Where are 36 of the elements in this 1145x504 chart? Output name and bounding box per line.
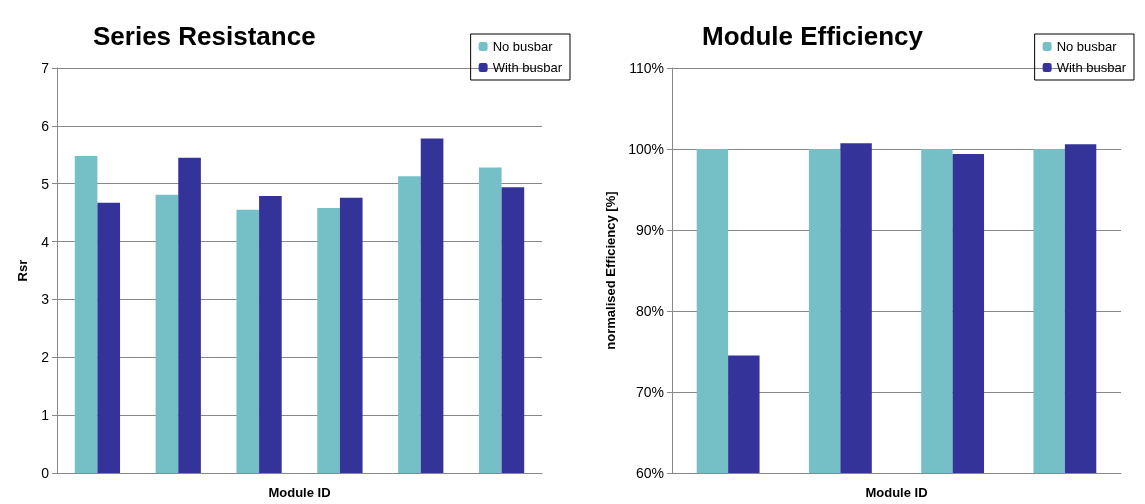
- legend-label: No busbar: [1056, 39, 1118, 54]
- y-tick-label: 2: [41, 349, 50, 366]
- y-tick-label: 90%: [635, 222, 664, 239]
- bar: [155, 194, 179, 474]
- y-axis-title: Rsr: [15, 259, 30, 282]
- bar: [178, 157, 201, 474]
- bar: [478, 167, 502, 474]
- y-tick-label: 80%: [635, 303, 664, 320]
- x-axis-title: Module ID: [865, 485, 928, 500]
- y-tick-label: 0: [41, 465, 50, 482]
- bar: [339, 197, 363, 474]
- y-tick-label: 6: [41, 117, 50, 134]
- bar: [97, 202, 121, 474]
- chart-title: Series Resistance: [93, 21, 316, 51]
- y-tick-label: 110%: [629, 60, 664, 76]
- y-tick-label: 4: [41, 233, 50, 250]
- y-tick-label: 100%: [628, 141, 664, 158]
- y-tick-label: 60%: [635, 465, 664, 482]
- bar: [501, 187, 525, 474]
- bar: [236, 209, 260, 474]
- y-axis-title: normalised Efficiency [%]: [603, 191, 619, 350]
- legend-label: With busbar: [1056, 60, 1127, 75]
- y-tick-label: 1: [41, 407, 50, 424]
- bar: [259, 195, 282, 474]
- y-tick-label: 5: [41, 175, 50, 192]
- y-tick-label: 7: [41, 60, 50, 76]
- bar: [420, 138, 444, 474]
- bar: [398, 176, 421, 474]
- legend-label: No busbar: [492, 39, 554, 54]
- legend-label: With busbar: [492, 60, 563, 75]
- bar: [74, 155, 98, 474]
- y-tick-label: 3: [41, 291, 50, 308]
- x-axis-title: Module ID: [268, 485, 331, 500]
- y-tick-label: 70%: [635, 384, 664, 401]
- chart-title: Module Efficiency: [702, 21, 924, 51]
- bar: [317, 208, 340, 474]
